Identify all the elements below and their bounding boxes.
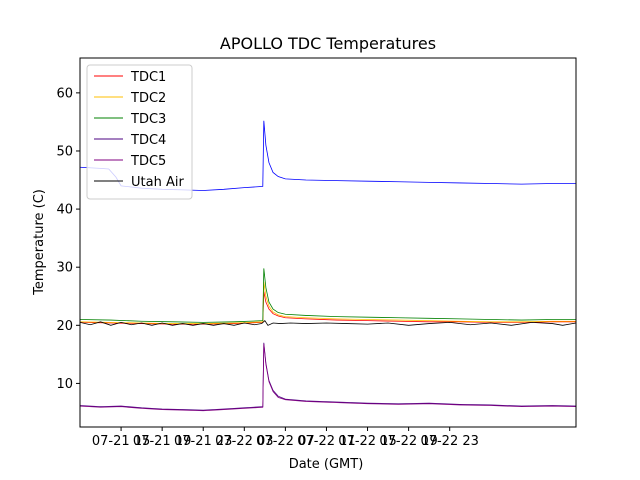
y-axis-label: Temperature (C) <box>32 189 47 296</box>
y-tick-label-3: 40 <box>56 203 73 218</box>
y-tick-label-4: 50 <box>56 144 73 159</box>
series-line-1 <box>80 281 576 324</box>
legend-label-1: TDC2 <box>130 91 166 106</box>
x-tick-label-1: 07-21 19 <box>133 434 191 449</box>
y-tick-label-2: 30 <box>56 261 73 276</box>
y-tick-label-0: 10 <box>56 377 73 392</box>
x-tick-label-6: 07-22 15 <box>338 434 396 449</box>
legend-label-4: TDC5 <box>130 154 166 169</box>
x-tick-label-4: 07-22 07 <box>256 434 314 449</box>
legend-label-3: TDC4 <box>130 133 166 148</box>
x-axis-label: Date (GMT) <box>289 457 364 472</box>
x-tick-label-8: 07-22 23 <box>420 434 478 449</box>
legend-label-0: TDC1 <box>130 70 166 85</box>
x-tick-label-2: 07-21 23 <box>174 434 232 449</box>
series-line-0 <box>80 291 576 325</box>
x-tick-label-5: 07-22 11 <box>297 434 355 449</box>
y-tick-label-1: 20 <box>56 319 73 334</box>
series-line-4 <box>80 343 576 412</box>
x-tick-label-7: 07-22 19 <box>379 434 437 449</box>
legend: TDC1 TDC2 TDC3 TDC4 TDC5 Utah Air <box>86 64 193 200</box>
legend-box <box>86 64 193 200</box>
series-line-3 <box>80 342 576 411</box>
chart-title: APOLLO TDC Temperatures <box>220 34 436 53</box>
plot-frame <box>79 57 577 428</box>
y-axis: 10 20 30 40 50 60 <box>56 86 80 392</box>
y-tick-label-5: 60 <box>56 86 73 101</box>
series-line-2 <box>80 268 576 323</box>
series-line-5 <box>80 320 576 326</box>
legend-label-5: Utah Air <box>131 175 184 190</box>
x-tick-label-0: 07-21 15 <box>92 434 150 449</box>
x-tick-label-3: 07-22 03 <box>215 434 273 449</box>
legend-label-2: TDC3 <box>130 112 166 127</box>
